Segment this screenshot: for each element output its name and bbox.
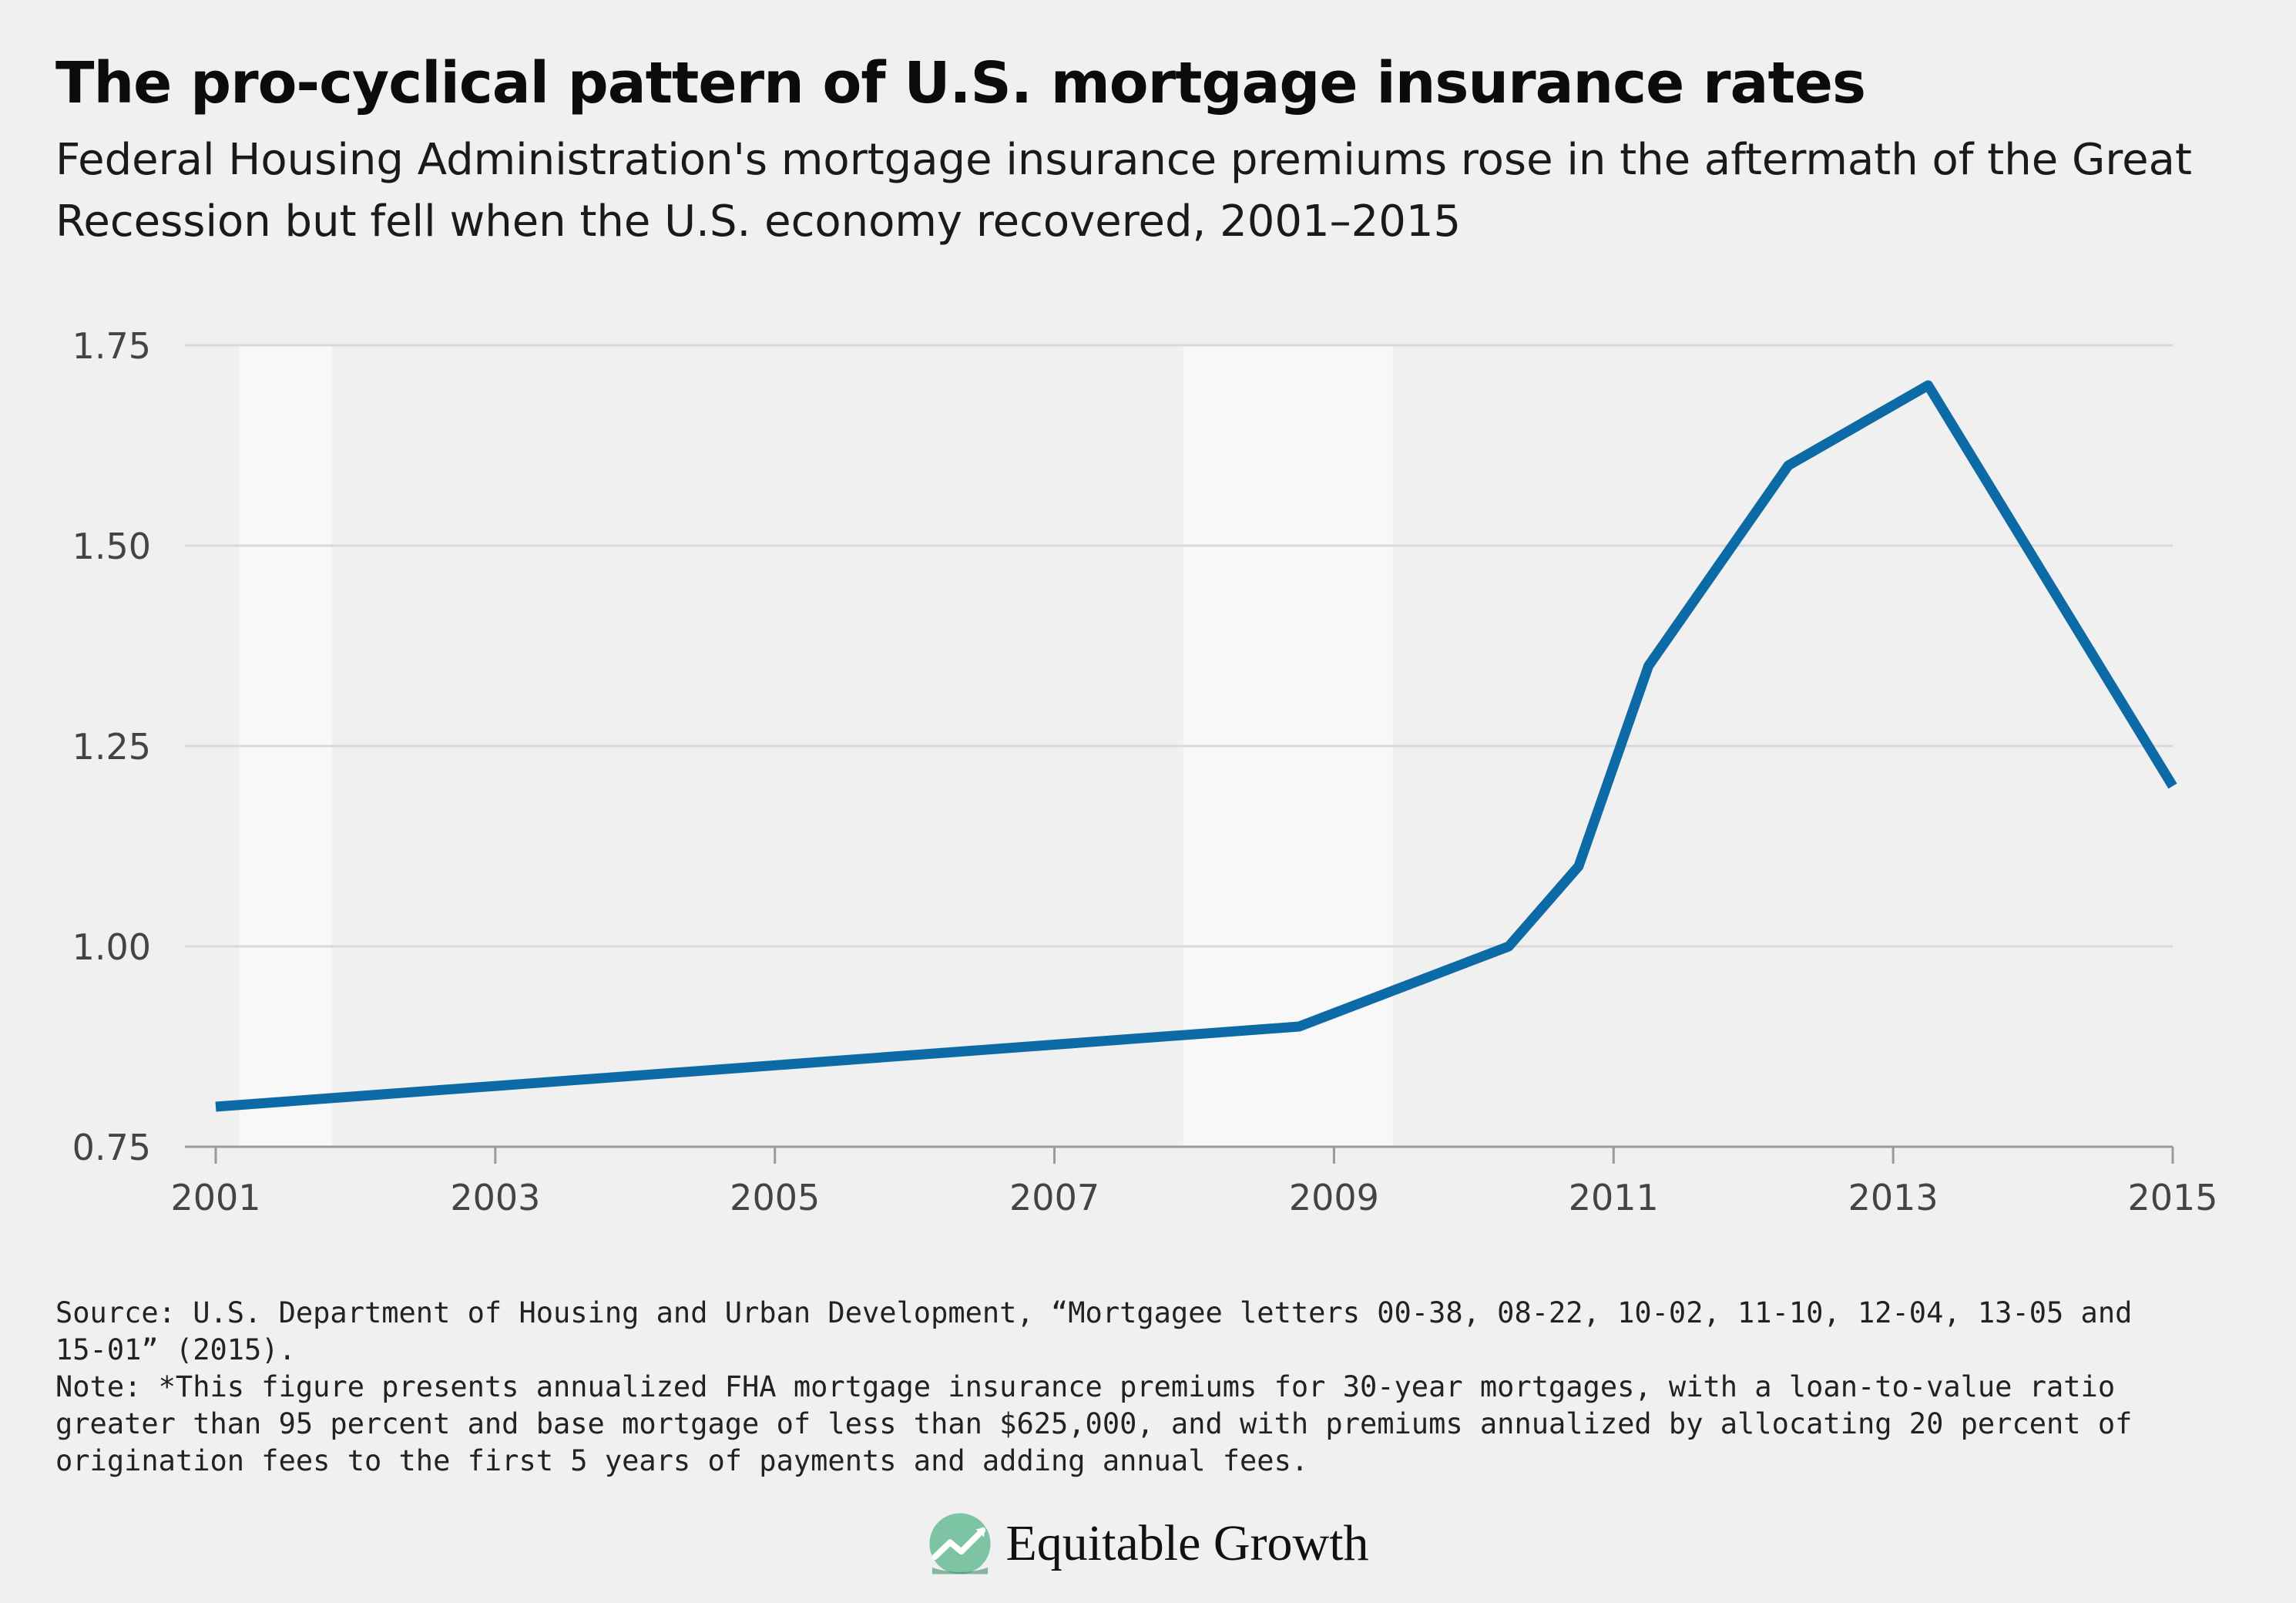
x-tick-label: 2003 <box>450 1177 540 1218</box>
chart-title: The pro-cyclical pattern of U.S. mortgag… <box>55 50 1866 116</box>
x-tick-label: 2009 <box>1289 1177 1379 1218</box>
x-axis <box>185 1145 2174 1164</box>
line-chart: 0.751.001.251.501.75 2001 2003 2005 2007 200… <box>72 325 2218 1218</box>
y-tick-label: 1.00 <box>72 926 151 968</box>
equitable-growth-logo-icon <box>929 1513 992 1574</box>
methodology-note: Note: *This figure presents annualized F… <box>55 1370 2133 1477</box>
series-lines <box>215 380 2177 1112</box>
footer-notes: Source: U.S. Department of Housing and U… <box>55 1295 2151 1480</box>
series-line-1 <box>215 380 2177 1112</box>
x-tick-label: 2011 <box>1569 1177 1659 1218</box>
x-tick-label: 2013 <box>1848 1177 1939 1218</box>
brand-name: Equitable Growth <box>1005 1515 1369 1571</box>
y-tick-label: 0.75 <box>72 1127 151 1168</box>
brand-footer: Equitable Growth <box>0 1509 2296 1578</box>
source-note: Source: U.S. Department of Housing and U… <box>55 1296 2133 1366</box>
x-tick-label: 2005 <box>730 1177 820 1218</box>
chart-subtitle: Federal Housing Administration's mortgag… <box>55 135 2192 247</box>
y-tick-label: 1.25 <box>72 726 151 768</box>
x-tick-label: 2007 <box>1009 1177 1099 1218</box>
y-tick-label: 1.50 <box>72 526 151 567</box>
grid-lines <box>185 344 2173 948</box>
x-tick-label: 2015 <box>2127 1177 2217 1218</box>
y-tick-labels: 0.75 1.00 1.25 1.50 1.75 <box>72 325 151 1168</box>
x-tick-label: 2001 <box>170 1177 260 1218</box>
y-tick-label: 1.75 <box>72 325 151 367</box>
x-tick-labels: 2001 2003 2005 2007 2009 2011 2013 2015 <box>170 1177 2217 1218</box>
